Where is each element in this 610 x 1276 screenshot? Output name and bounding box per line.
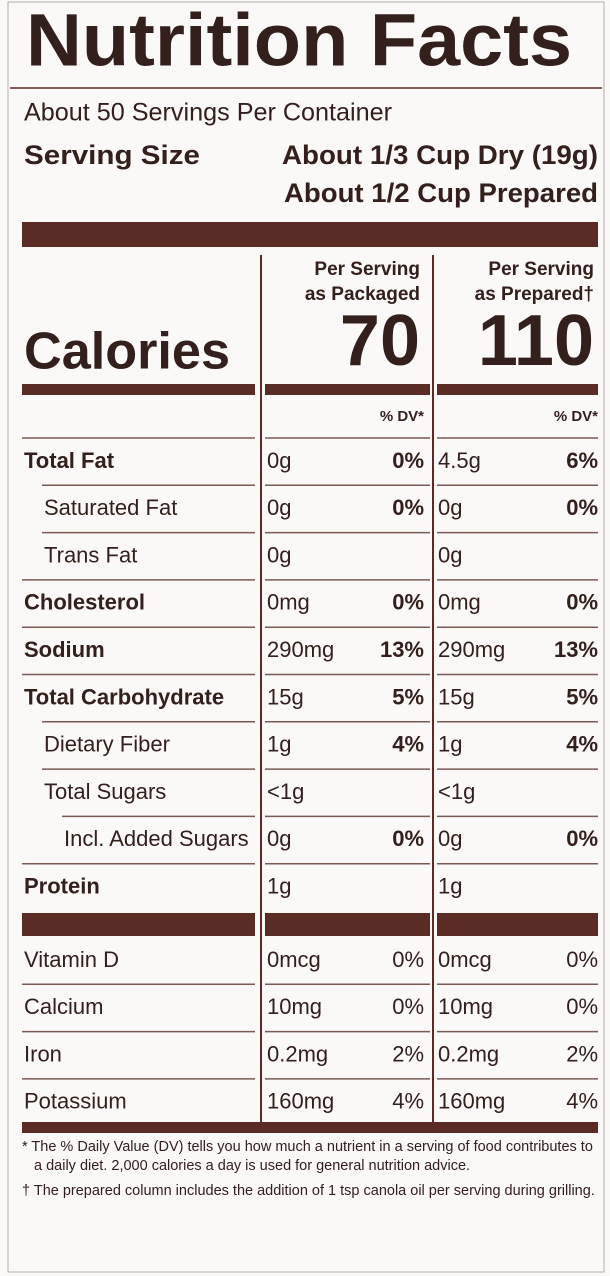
serving-size-line: About 1/3 Cup Dry (19g) [282, 140, 598, 170]
amount: 0mg [267, 590, 310, 615]
daily-value: 0% [566, 495, 598, 520]
daily-value: 2% [392, 1041, 424, 1066]
daily-value: 0% [392, 495, 424, 520]
amount: 1g [438, 874, 462, 899]
amount: 290mg [267, 637, 334, 662]
footnote: † The prepared column includes the addit… [22, 1183, 595, 1199]
daily-value: 0% [392, 994, 424, 1019]
amount: 1g [438, 732, 462, 757]
amount: 0g [438, 495, 462, 520]
nutrient-name: Iron [24, 1041, 62, 1066]
dv-header: % DV* [380, 408, 424, 425]
nutrient-name: Protein [24, 874, 100, 899]
amount: 4.5g [438, 448, 481, 473]
amount: 0g [438, 542, 462, 567]
dv-header: % DV* [554, 408, 598, 425]
daily-value: 0% [392, 448, 424, 473]
serving-size-label: Serving Size [24, 140, 200, 170]
thick-bar [22, 222, 598, 247]
daily-value: 4% [392, 1089, 424, 1114]
thick-bar [437, 913, 598, 936]
amount: 0mcg [438, 947, 492, 972]
column-heading: Per Serving [314, 259, 420, 280]
nutrient-name: Cholesterol [24, 590, 145, 615]
frame [7, 1, 605, 1273]
daily-value: 2% [566, 1041, 598, 1066]
thick-bar [437, 384, 598, 395]
nutrient-name: Vitamin D [24, 947, 119, 972]
thick-bar [22, 384, 255, 395]
nutrient-name: Dietary Fiber [44, 732, 170, 757]
amount: 10mg [438, 994, 493, 1019]
amount: 0g [267, 448, 291, 473]
column-heading: as Prepared† [475, 284, 594, 305]
amount: 160mg [267, 1089, 334, 1114]
calories-value: 70 [340, 301, 420, 381]
daily-value: 0% [566, 947, 598, 972]
nutrient-name: Total Sugars [44, 779, 166, 804]
amount: 160mg [438, 1089, 505, 1114]
nutrient-name: Total Fat [24, 448, 115, 473]
amount: 0g [438, 826, 462, 851]
amount: 0g [267, 495, 291, 520]
nutrient-name: Trans Fat [44, 542, 137, 567]
daily-value: 0% [566, 590, 598, 615]
nutrient-name: Incl. Added Sugars [64, 826, 249, 851]
amount: 0.2mg [438, 1041, 499, 1066]
nutrient-name: Saturated Fat [44, 495, 177, 520]
footnotes: * The % Daily Value (DV) tells you how m… [22, 1138, 596, 1207]
daily-value: 5% [566, 684, 598, 709]
title: Nutrition Facts [26, 0, 572, 82]
amount: 15g [267, 684, 304, 709]
column-heading: as Packaged [305, 284, 420, 305]
daily-value: 4% [566, 732, 598, 757]
daily-value: 5% [392, 684, 424, 709]
daily-value: 13% [554, 637, 598, 662]
amount: 15g [438, 684, 475, 709]
calories-value: 110 [478, 301, 594, 381]
servings: About 50 Servings Per Container [24, 99, 392, 127]
thick-bar [265, 913, 430, 936]
amount: 290mg [438, 637, 505, 662]
daily-value: 4% [392, 732, 424, 757]
nutrient-name: Sodium [24, 637, 105, 662]
nutrient-name: Total Carbohydrate [24, 684, 224, 709]
amount: 0mg [438, 590, 481, 615]
amount: 1g [267, 732, 291, 757]
column-heading: Per Serving [488, 259, 594, 280]
calories-label: Calories [24, 323, 230, 381]
daily-value: 0% [392, 590, 424, 615]
nutrient-name: Potassium [24, 1089, 127, 1114]
thick-bar [22, 1122, 598, 1133]
amount: 1g [267, 874, 291, 899]
amount: 0mcg [267, 947, 321, 972]
amount: 0g [267, 542, 291, 567]
footnote: * The % Daily Value (DV) tells you how m… [22, 1139, 593, 1174]
daily-value: 6% [566, 448, 598, 473]
daily-value: 0% [566, 994, 598, 1019]
nutrient-name: Calcium [24, 994, 103, 1019]
amount: 0g [267, 826, 291, 851]
amount: <1g [267, 779, 304, 804]
amount: 0.2mg [267, 1041, 328, 1066]
daily-value: 0% [566, 826, 598, 851]
daily-value: 4% [566, 1089, 598, 1114]
serving-size-line: About 1/2 Cup Prepared [284, 178, 598, 208]
daily-value: 0% [392, 826, 424, 851]
daily-value: 0% [392, 947, 424, 972]
amount: <1g [438, 779, 475, 804]
thick-bar [265, 384, 430, 395]
thick-bar [22, 913, 255, 936]
amount: 10mg [267, 994, 322, 1019]
daily-value: 13% [380, 637, 424, 662]
